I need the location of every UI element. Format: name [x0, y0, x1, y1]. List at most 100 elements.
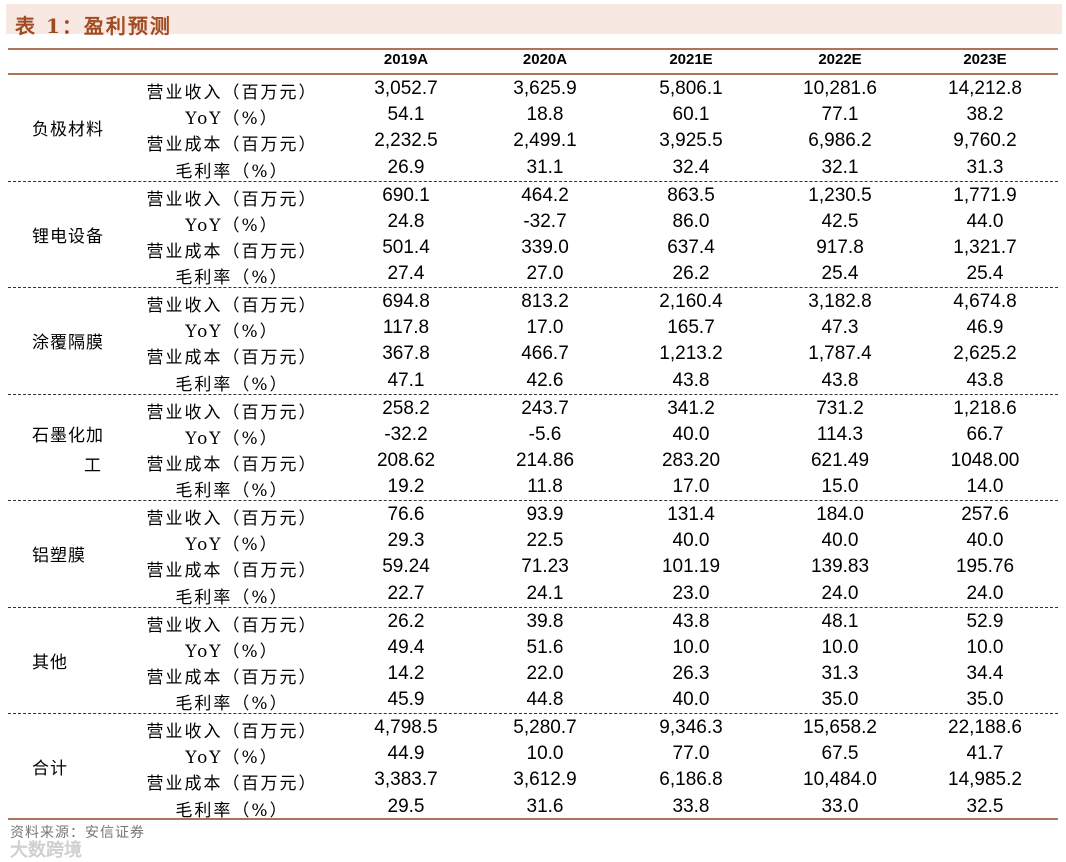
table-cell: 43.8 [966, 369, 1004, 391]
table-cell: 621.49 [810, 449, 870, 471]
table-cell: 6,186.8 [659, 769, 723, 791]
table-cell: 31.3 [966, 156, 1004, 178]
segment-name: 合计 [32, 759, 68, 780]
table-cell: 243.7 [521, 397, 569, 419]
table-cell: 44.9 [387, 743, 425, 765]
table-cell: 813.2 [521, 291, 569, 312]
table-cell: 10.0 [966, 636, 1004, 658]
table-cell: 44.0 [966, 210, 1004, 232]
table-cell: 43.8 [672, 369, 710, 391]
table-cell: 35.0 [821, 689, 859, 711]
table-cell: 694.8 [382, 291, 430, 312]
table-cell: 43.8 [672, 610, 710, 632]
table-cell: 60.1 [672, 104, 710, 126]
table-cell: 38.2 [966, 104, 1004, 126]
table-cell: 257.6 [961, 504, 1009, 525]
table-cell: 1,213.2 [659, 343, 723, 365]
table-cell: 17.0 [526, 317, 564, 339]
table-cell: 93.9 [526, 504, 564, 525]
table-cell: 77.0 [672, 743, 710, 765]
metric-label: 营业收入（百万元） [146, 722, 318, 742]
metric-label: 毛利率（%） [175, 374, 289, 395]
metric-label: 毛利率（%） [175, 481, 289, 502]
table-cell: 5,806.1 [659, 78, 723, 99]
table-cell: 283.20 [661, 449, 721, 471]
table-cell: 22.5 [526, 530, 564, 552]
metric-label: YoY（%） [185, 428, 279, 449]
table-cell: 42.6 [526, 369, 564, 391]
title-bar: 表 1：盈利预测 [6, 4, 1062, 38]
table-cell: 59.24 [382, 556, 430, 578]
table-cell: 29.5 [387, 795, 425, 817]
segment-divider [8, 500, 1058, 501]
table-cell: 11.8 [527, 476, 563, 498]
table-cell: 2,160.4 [659, 291, 723, 312]
table-cell: 31.3 [821, 662, 859, 684]
metric-label: 营业收入（百万元） [146, 83, 318, 103]
table-cell: 33.0 [821, 795, 859, 817]
table-cell: -32.7 [523, 210, 567, 232]
table-cell: 51.6 [526, 636, 564, 658]
table-cell: 131.4 [667, 504, 715, 525]
table-cell: 45.9 [387, 689, 425, 711]
table-cell: 52.9 [966, 610, 1004, 632]
metric-label: 营业收入（百万元） [146, 615, 318, 636]
table-cell: 49.4 [387, 636, 425, 658]
segment-divider [8, 181, 1058, 182]
table-cell: 9,346.3 [659, 717, 723, 738]
table-cell: 464.2 [521, 184, 569, 206]
table-cell: 165.7 [667, 317, 715, 339]
table-cell: 731.2 [816, 397, 864, 419]
segment-divider [8, 607, 1058, 608]
column-header-2021e: 2021E [669, 51, 713, 68]
table-cell: 76.6 [387, 504, 425, 525]
table-cell: 71.23 [521, 556, 569, 578]
metric-label: 营业成本（百万元） [146, 348, 318, 369]
table-cell: 39.8 [526, 610, 564, 632]
table-cell: 10.0 [672, 636, 710, 658]
metric-label: 营业收入（百万元） [146, 296, 318, 316]
table-cell: 67.5 [821, 743, 859, 765]
table-cell: 863.5 [667, 184, 715, 206]
table-cell: 1,230.5 [808, 184, 872, 206]
table-cell: 22.7 [387, 582, 425, 604]
metric-label: 营业成本（百万元） [146, 561, 318, 582]
table-cell: 10.0 [526, 743, 564, 765]
table-cell: 19.2 [387, 476, 425, 498]
metric-label: 营业成本（百万元） [146, 241, 318, 262]
table-cell: 1,218.6 [953, 397, 1017, 419]
table-cell: 54.1 [387, 104, 425, 126]
table-cell: 114.3 [816, 423, 864, 445]
table-cell: 1,787.4 [808, 343, 872, 365]
table-cell: 22.0 [526, 662, 564, 684]
table-cell: 4,674.8 [953, 291, 1017, 312]
table-cell: 690.1 [382, 184, 430, 206]
metric-label: 毛利率（%） [175, 694, 289, 715]
table-cell: 33.8 [672, 795, 710, 817]
table-cell: 47.3 [821, 317, 859, 339]
table-cell: 25.4 [821, 263, 859, 285]
table-cell: 4,798.5 [374, 717, 438, 738]
top-rule [8, 48, 1058, 50]
column-header-2020a: 2020A [522, 51, 568, 68]
table-cell: 184.0 [816, 504, 864, 525]
table-cell: 637.4 [667, 236, 715, 258]
table-cell: 14,985.2 [948, 769, 1022, 791]
table-cell: 32.5 [966, 795, 1004, 817]
metric-label: 毛利率（%） [175, 268, 289, 289]
table-cell: 86.0 [672, 210, 710, 232]
table-cell: 32.4 [672, 156, 710, 178]
table-cell: 23.0 [672, 582, 710, 604]
table-cell: 1048.00 [950, 449, 1020, 471]
table-cell: 22,188.6 [948, 717, 1022, 738]
table-cell: 32.1 [821, 156, 859, 178]
table-cell: 40.0 [966, 530, 1004, 552]
table-cell: 48.1 [821, 610, 859, 632]
table-cell: 1,771.9 [953, 184, 1017, 206]
metric-label: YoY（%） [185, 748, 279, 769]
column-header-2019a: 2019A [383, 51, 429, 68]
table-cell: 6,986.2 [808, 130, 872, 152]
table-cell: 15.0 [821, 476, 859, 498]
table-cell: 1,321.7 [953, 236, 1017, 258]
metric-label: 营业成本（百万元） [146, 135, 318, 156]
